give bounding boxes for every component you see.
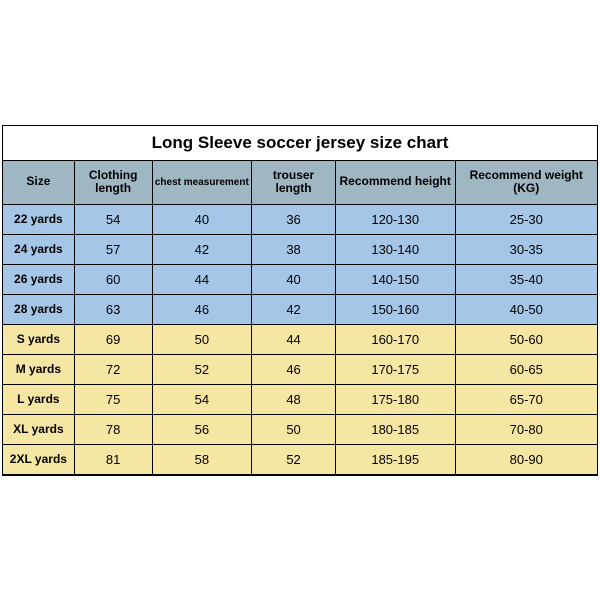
table-cell: 60-65 <box>456 355 598 385</box>
table-cell: 75 <box>75 385 153 415</box>
table-cell: 54 <box>75 205 153 235</box>
table-cell: 78 <box>75 415 153 445</box>
table-row: 2XL yards815852185-19580-90 <box>3 445 597 475</box>
table-cell: 40 <box>252 265 336 295</box>
table-cell: 2XL yards <box>3 445 75 475</box>
table-cell: 52 <box>153 355 253 385</box>
table-cell: M yards <box>3 355 75 385</box>
table-cell: 140-150 <box>336 265 456 295</box>
table-title: Long Sleeve soccer jersey size chart <box>152 133 449 153</box>
table-title-row: Long Sleeve soccer jersey size chart <box>3 126 597 161</box>
col-header-trouser-length: trouser length <box>252 161 336 205</box>
table-cell: 24 yards <box>3 235 75 265</box>
table-cell: L yards <box>3 385 75 415</box>
table-cell: 170-175 <box>336 355 456 385</box>
table-cell: 44 <box>153 265 253 295</box>
table-cell: 50-60 <box>456 325 598 355</box>
table-cell: 180-185 <box>336 415 456 445</box>
table-cell: 42 <box>153 235 253 265</box>
table-cell: 52 <box>252 445 336 475</box>
table-row: 28 yards634642150-16040-50 <box>3 295 597 325</box>
table-cell: 65-70 <box>456 385 598 415</box>
table-cell: 40-50 <box>456 295 598 325</box>
table-cell: 72 <box>75 355 153 385</box>
table-cell: 63 <box>75 295 153 325</box>
table-cell: S yards <box>3 325 75 355</box>
table-cell: 36 <box>252 205 336 235</box>
table-cell: 69 <box>75 325 153 355</box>
table-cell: 42 <box>252 295 336 325</box>
table-row: 26 yards604440140-15035-40 <box>3 265 597 295</box>
table-cell: 160-170 <box>336 325 456 355</box>
col-header-chest-measurement: chest measurement <box>153 161 253 205</box>
table-header-row: Size Clothing length chest measurement t… <box>3 161 597 205</box>
table-cell: 130-140 <box>336 235 456 265</box>
col-header-size: Size <box>3 161 75 205</box>
col-header-recommend-height: Recommend height <box>336 161 456 205</box>
table-cell: XL yards <box>3 415 75 445</box>
col-header-recommend-weight: Recommend weight (KG) <box>456 161 598 205</box>
table-body: 22 yards544036120-13025-3024 yards574238… <box>3 205 597 475</box>
table-cell: 175-180 <box>336 385 456 415</box>
table-row: L yards755448175-18065-70 <box>3 385 597 415</box>
table-row: S yards695044160-17050-60 <box>3 325 597 355</box>
table-cell: 120-130 <box>336 205 456 235</box>
table-cell: 56 <box>153 415 253 445</box>
table-cell: 50 <box>252 415 336 445</box>
table-row: XL yards785650180-18570-80 <box>3 415 597 445</box>
table-row: 24 yards574238130-14030-35 <box>3 235 597 265</box>
table-cell: 22 yards <box>3 205 75 235</box>
table-cell: 70-80 <box>456 415 598 445</box>
table-cell: 54 <box>153 385 253 415</box>
table-cell: 28 yards <box>3 295 75 325</box>
table-cell: 25-30 <box>456 205 598 235</box>
table-cell: 48 <box>252 385 336 415</box>
col-header-clothing-length: Clothing length <box>75 161 153 205</box>
size-chart-table: Long Sleeve soccer jersey size chart Siz… <box>2 125 598 476</box>
table-cell: 81 <box>75 445 153 475</box>
table-cell: 150-160 <box>336 295 456 325</box>
table-cell: 58 <box>153 445 253 475</box>
table-cell: 38 <box>252 235 336 265</box>
table-cell: 80-90 <box>456 445 598 475</box>
table-cell: 26 yards <box>3 265 75 295</box>
table-cell: 185-195 <box>336 445 456 475</box>
table-cell: 35-40 <box>456 265 598 295</box>
table-cell: 46 <box>252 355 336 385</box>
table-cell: 30-35 <box>456 235 598 265</box>
table-cell: 44 <box>252 325 336 355</box>
table-row: 22 yards544036120-13025-30 <box>3 205 597 235</box>
table-cell: 57 <box>75 235 153 265</box>
table-cell: 46 <box>153 295 253 325</box>
table-row: M yards725246170-17560-65 <box>3 355 597 385</box>
table-cell: 50 <box>153 325 253 355</box>
table-cell: 40 <box>153 205 253 235</box>
table-cell: 60 <box>75 265 153 295</box>
